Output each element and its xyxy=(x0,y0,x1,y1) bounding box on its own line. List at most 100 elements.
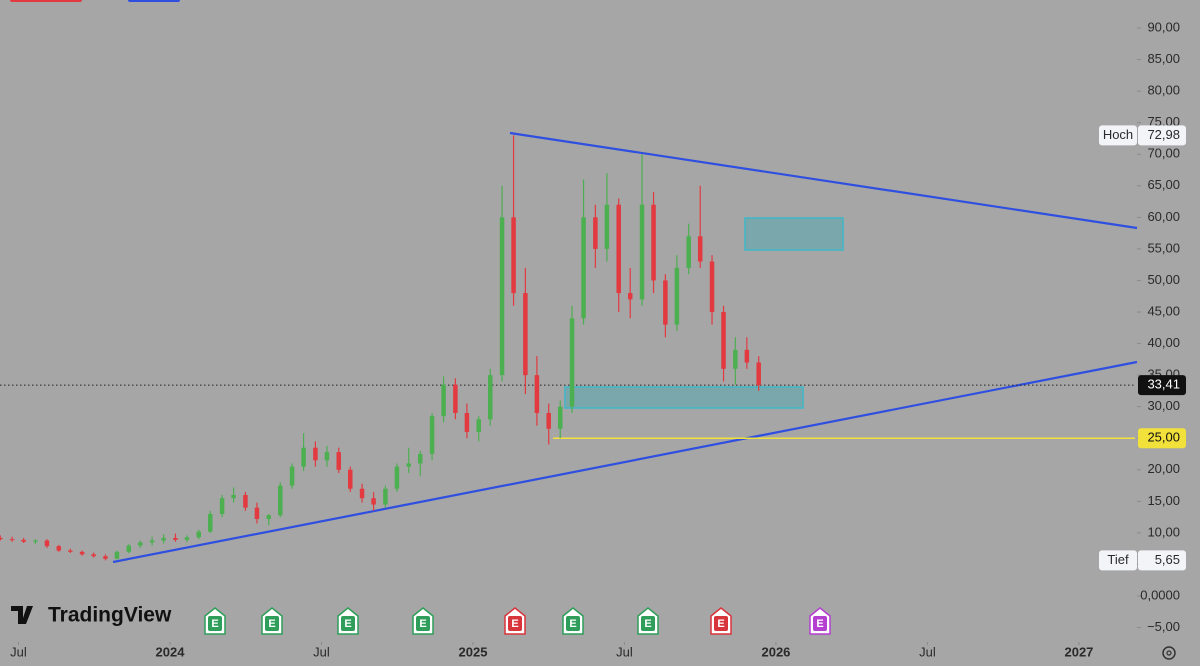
settings-icon[interactable] xyxy=(1162,646,1176,660)
legend-swatch xyxy=(128,0,180,2)
earnings-label: E xyxy=(816,618,823,630)
trend-line xyxy=(112,360,1138,564)
candle-body xyxy=(173,537,178,540)
earnings-marker[interactable]: E xyxy=(261,607,283,635)
level-tag xyxy=(1138,428,1186,449)
candle-body xyxy=(546,412,551,429)
candle-body xyxy=(266,515,272,520)
candle-body xyxy=(161,537,166,541)
earnings-badge-inner xyxy=(508,616,522,631)
y-tick-label: 85,00 xyxy=(1147,51,1180,66)
candle-body xyxy=(394,466,400,489)
candle-body xyxy=(208,513,213,532)
earnings-label: E xyxy=(211,618,218,630)
candle-body xyxy=(686,236,691,268)
drawings xyxy=(112,131,1138,564)
legend-swatch xyxy=(10,0,82,2)
low-name: Tief xyxy=(1107,552,1129,567)
candle-body xyxy=(289,466,295,486)
earnings-label: E xyxy=(717,618,724,630)
candle-body xyxy=(487,375,493,420)
candle-body xyxy=(44,540,50,547)
candle-body xyxy=(476,419,481,432)
earnings-badge-inner xyxy=(566,616,580,631)
candle-body xyxy=(371,498,376,505)
low-name-box xyxy=(1099,550,1137,571)
candle-body xyxy=(511,217,516,294)
candle-body xyxy=(627,293,633,300)
candle-body xyxy=(744,349,750,363)
y-tick-label: 15,00 xyxy=(1147,493,1180,508)
earnings-marker[interactable]: E xyxy=(504,607,526,635)
earnings-marker[interactable]: E xyxy=(637,607,659,635)
earnings-badge-inner xyxy=(416,616,430,631)
earnings-marker[interactable]: E xyxy=(337,607,359,635)
candle-body xyxy=(348,469,353,489)
candle-body xyxy=(254,507,260,520)
high-name-box xyxy=(1099,125,1137,146)
y-tick-label: 20,00 xyxy=(1147,461,1180,476)
y-tick-label: −5,00 xyxy=(1147,619,1180,634)
x-tick-label: Jul xyxy=(616,644,633,659)
earnings-marker[interactable]: E xyxy=(412,607,434,635)
x-tick-label: Jul xyxy=(919,644,936,659)
candle-body xyxy=(196,531,202,538)
y-tick-label: 55,00 xyxy=(1147,240,1180,255)
candle-body xyxy=(709,261,715,313)
candle-body xyxy=(219,498,225,514)
candle-body xyxy=(674,267,680,325)
y-tick-label: 30,00 xyxy=(1147,398,1180,413)
earnings-marker[interactable]: E xyxy=(710,607,732,635)
candle-body xyxy=(103,556,108,559)
candle-body xyxy=(0,537,3,540)
earnings-label: E xyxy=(569,618,576,630)
candle-body xyxy=(523,293,528,376)
candle-body xyxy=(417,454,423,464)
x-tick-label: 2024 xyxy=(156,644,186,659)
last-price-tag xyxy=(1138,375,1186,396)
zone-box xyxy=(744,217,844,251)
y-tick-label: 60,00 xyxy=(1147,209,1180,224)
earnings-badge-inner xyxy=(813,616,827,631)
candle-body xyxy=(534,375,540,413)
high-tag-label: 72,98 xyxy=(1147,127,1180,142)
candle-body xyxy=(21,539,26,542)
candle-body xyxy=(126,545,132,552)
candle-body xyxy=(581,217,586,319)
candle-body xyxy=(91,554,96,557)
candle-body xyxy=(324,452,330,461)
earnings-label: E xyxy=(268,618,275,630)
zone-box xyxy=(564,386,804,409)
candle-body xyxy=(383,488,388,505)
candle-body xyxy=(68,550,73,552)
earnings-label: E xyxy=(644,618,651,630)
x-tick-label: Jul xyxy=(10,644,27,659)
y-tick-label: 90,00 xyxy=(1147,19,1180,34)
earnings-marker[interactable]: E xyxy=(809,607,831,635)
earnings-badge-inner xyxy=(265,616,279,631)
y-tick-label: 75,00 xyxy=(1147,114,1180,129)
candle-body xyxy=(593,217,598,249)
candle-body xyxy=(604,204,610,249)
x-tick-label: 2026 xyxy=(761,644,790,659)
candle-body xyxy=(429,416,435,455)
earnings-badge-inner xyxy=(208,616,222,631)
candle-body xyxy=(721,312,726,369)
candle-body xyxy=(453,384,458,413)
level-tag-label: 25,00 xyxy=(1147,430,1180,445)
earnings-marker[interactable]: E xyxy=(562,607,584,635)
earnings-marker[interactable]: E xyxy=(204,607,226,635)
earnings-badge-inner xyxy=(641,616,655,631)
candle-body xyxy=(33,540,38,542)
candle-body xyxy=(616,204,621,294)
high-tag xyxy=(1138,125,1186,146)
settings-gear[interactable] xyxy=(1162,646,1176,660)
y-tick-label: 65,00 xyxy=(1147,177,1180,192)
settings-gear-center xyxy=(1166,650,1172,656)
candle-body xyxy=(733,349,738,369)
y-tick-label: 80,00 xyxy=(1147,83,1180,98)
logo-icon xyxy=(11,606,33,624)
earnings-badge-inner xyxy=(714,616,728,631)
last-price-tag-label: 33,41 xyxy=(1147,377,1180,392)
